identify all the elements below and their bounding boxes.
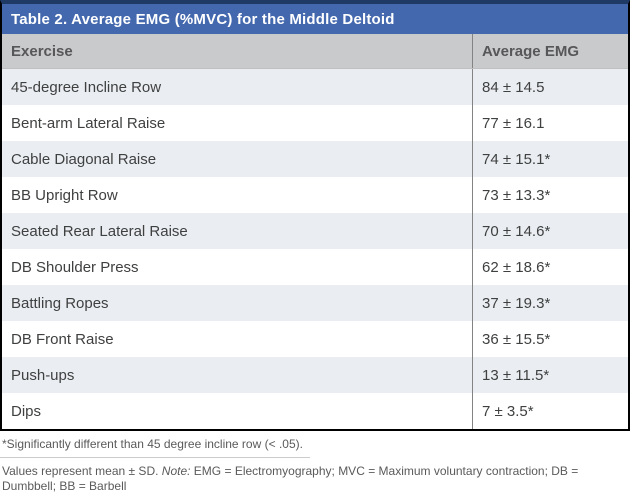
table-row: 45-degree Incline Row 84 ± 14.5 (2, 69, 628, 105)
table-row: Cable Diagonal Raise 74 ± 15.1* (2, 141, 628, 177)
significance-footnote: *Significantly different than 45 degree … (0, 433, 310, 458)
table-row: Seated Rear Lateral Raise 70 ± 14.6* (2, 213, 628, 249)
exercise-name: BB Upright Row (11, 186, 118, 204)
average-emg-value: 7 ± 3.5* (482, 402, 534, 420)
average-emg-cell: 77 ± 16.1 (473, 105, 628, 141)
average-emg-cell: 70 ± 14.6* (473, 213, 628, 249)
table-header-row: Exercise Average EMG (2, 34, 628, 69)
average-emg-value: 77 ± 16.1 (482, 114, 545, 132)
average-emg-cell: 74 ± 15.1* (473, 141, 628, 177)
note-label: Note: (161, 464, 191, 478)
exercise-cell: Battling Ropes (2, 285, 473, 321)
exercise-name: Push-ups (11, 366, 75, 384)
exercise-name: Seated Rear Lateral Raise (11, 222, 188, 240)
header-cell-average-emg: Average EMG (473, 34, 628, 68)
average-emg-cell: 73 ± 13.3* (473, 177, 628, 213)
exercise-cell: DB Front Raise (2, 321, 473, 357)
exercise-cell: BB Upright Row (2, 177, 473, 213)
values-footnote-prefix: Values represent mean ± SD. (2, 464, 162, 478)
table-row: Push-ups 13 ± 11.5* (2, 357, 628, 393)
average-emg-cell: 36 ± 15.5* (473, 321, 628, 357)
average-emg-cell: 84 ± 14.5 (473, 69, 628, 105)
average-emg-cell: 13 ± 11.5* (473, 357, 628, 393)
table-row: DB Front Raise 36 ± 15.5* (2, 321, 628, 357)
exercise-cell: Dips (2, 393, 473, 429)
average-emg-value: 62 ± 18.6* (482, 258, 551, 276)
header-average-emg-label: Average EMG (482, 42, 579, 60)
exercise-name: DB Shoulder Press (11, 258, 139, 276)
exercise-cell: Push-ups (2, 357, 473, 393)
emg-table: Table 2. Average EMG (%MVC) for the Midd… (0, 0, 630, 431)
average-emg-cell: 7 ± 3.5* (473, 393, 628, 429)
exercise-name: Cable Diagonal Raise (11, 150, 157, 168)
exercise-name: DB Front Raise (11, 330, 114, 348)
exercise-cell: Seated Rear Lateral Raise (2, 213, 473, 249)
header-exercise-label: Exercise (11, 42, 73, 60)
exercise-name: 45-degree Incline Row (11, 78, 162, 96)
exercise-cell: Cable Diagonal Raise (2, 141, 473, 177)
table-title: Table 2. Average EMG (%MVC) for the Midd… (11, 10, 395, 28)
values-footnote-suffix: EMG = Electromyography; MVC = Maximum vo… (2, 464, 579, 493)
exercise-name: Bent-arm Lateral Raise (11, 114, 166, 132)
average-emg-value: 36 ± 15.5* (482, 330, 551, 348)
average-emg-value: 13 ± 11.5* (482, 366, 550, 384)
table-row: Bent-arm Lateral Raise 77 ± 16.1 (2, 105, 628, 141)
table-row: BB Upright Row 73 ± 13.3* (2, 177, 628, 213)
average-emg-value: 70 ± 14.6* (482, 222, 551, 240)
average-emg-value: 37 ± 19.3* (482, 294, 551, 312)
average-emg-value: 73 ± 13.3* (482, 186, 551, 204)
exercise-name: Battling Ropes (11, 294, 109, 312)
exercise-cell: 45-degree Incline Row (2, 69, 473, 105)
average-emg-value: 74 ± 15.1* (482, 150, 551, 168)
table-title-bar: Table 2. Average EMG (%MVC) for the Midd… (2, 4, 628, 34)
values-footnote: Values represent mean ± SD. Note: EMG = … (0, 464, 600, 494)
exercise-cell: Bent-arm Lateral Raise (2, 105, 473, 141)
table-row: Battling Ropes 37 ± 19.3* (2, 285, 628, 321)
exercise-name: Dips (11, 402, 42, 420)
average-emg-value: 84 ± 14.5 (482, 78, 545, 96)
table-row: Dips 7 ± 3.5* (2, 393, 628, 429)
header-cell-exercise: Exercise (2, 34, 473, 68)
footnotes: *Significantly different than 45 degree … (0, 433, 630, 494)
average-emg-cell: 37 ± 19.3* (473, 285, 628, 321)
table-body: 45-degree Incline Row 84 ± 14.5 Bent-arm… (2, 69, 628, 429)
average-emg-cell: 62 ± 18.6* (473, 249, 628, 285)
table-row: DB Shoulder Press 62 ± 18.6* (2, 249, 628, 285)
exercise-cell: DB Shoulder Press (2, 249, 473, 285)
